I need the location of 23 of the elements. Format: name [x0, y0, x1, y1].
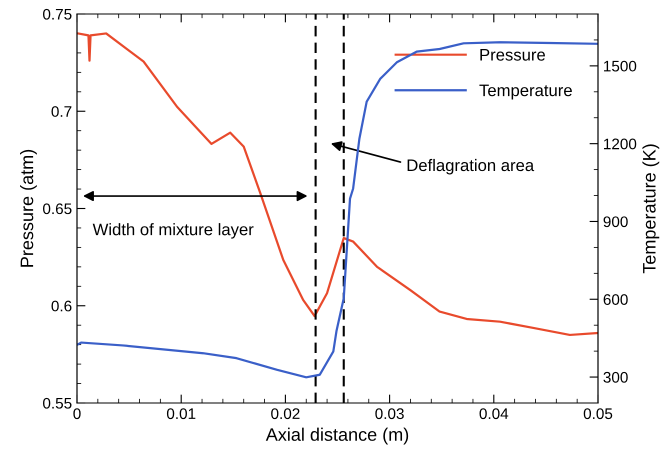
- y2-tick-label: 1200: [604, 138, 636, 150]
- y-tick-label: 0.55: [43, 398, 72, 409]
- x-axis-title: Axial distance (m): [266, 428, 408, 444]
- x-tick-label: 0.04: [480, 408, 508, 420]
- x-tick-label: 0.03: [375, 408, 404, 420]
- y2-axis-title: Temperature (K): [642, 144, 660, 274]
- y-axis-title: Pressure (atm): [20, 150, 37, 267]
- y-tick-label: 0.75: [43, 8, 72, 20]
- legend-label: Pressure: [480, 49, 545, 61]
- annotation: Width of mixture layer: [92, 223, 254, 239]
- x-tick-label: 0: [73, 408, 81, 420]
- x-tick-label: 0.02: [271, 408, 300, 420]
- x-tick-label: 0.05: [584, 408, 612, 420]
- legend-label: Temperature: [479, 84, 572, 100]
- x-tick-label: 0.01: [166, 408, 196, 420]
- y-tick-label: 0.6: [52, 300, 72, 312]
- y2-tick-label: 600: [604, 294, 628, 305]
- y-tick-label: 0.7: [52, 106, 72, 117]
- y2-tick-label: 300: [603, 372, 628, 383]
- y-tick-label: 0.65: [43, 203, 72, 214]
- y2-tick-label: 1500: [604, 60, 636, 72]
- annotation: Deflagration area: [408, 158, 534, 174]
- y2-tick-label: 900: [604, 216, 628, 228]
